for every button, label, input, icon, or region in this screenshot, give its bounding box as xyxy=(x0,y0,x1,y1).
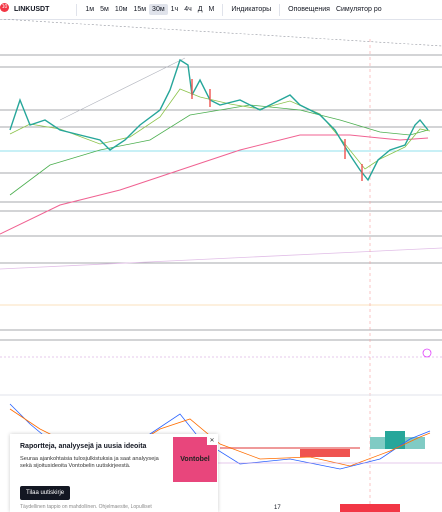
price-line xyxy=(9,58,429,182)
cursor-time-tag xyxy=(340,504,400,512)
symbol[interactable]: LINKUSDT xyxy=(14,6,50,13)
timeframe[interactable]: 1м xyxy=(85,6,95,13)
trend-line xyxy=(0,19,442,47)
separator xyxy=(279,3,281,16)
chart-area: 17 xyxy=(0,19,442,512)
alerts-button[interactable]: Оповещения xyxy=(288,6,330,13)
ma-slow xyxy=(0,134,429,235)
ad-text: Seuraa ajankohtaisia tulosjulkistuksia j… xyxy=(20,456,159,470)
timeframe[interactable]: 10м xyxy=(114,6,128,13)
ad-button[interactable]: Tilaa uutiskirje xyxy=(20,486,71,500)
separator xyxy=(76,3,78,16)
timeframe[interactable]: Д xyxy=(197,6,203,13)
macd-histogram xyxy=(220,431,425,457)
notification-badge[interactable]: 10 xyxy=(0,3,9,12)
trend-line xyxy=(59,57,186,121)
timeframe[interactable]: 5м xyxy=(100,6,109,13)
trend-line xyxy=(0,247,442,270)
alert-icon[interactable] xyxy=(422,348,432,358)
levels xyxy=(0,54,442,341)
separator xyxy=(222,3,224,16)
ad-title: Raportteja, analyysejä ja uusia ideoita xyxy=(20,443,147,450)
ad-popup: Raportteja, analyysejä ja uusia ideoita … xyxy=(10,434,218,512)
price-down xyxy=(191,79,363,181)
ma-fast xyxy=(9,88,431,170)
timeframe[interactable]: 15м xyxy=(133,6,147,13)
toolbar: 10 LINKUSDT 1м 5м 10м 15м 30м 1ч 4ч Д М … xyxy=(0,0,442,20)
ma-mid xyxy=(9,104,429,196)
time-label: 17 xyxy=(274,505,281,511)
timeframe[interactable]: М xyxy=(208,6,215,13)
simulator-button[interactable]: Симулятор ро xyxy=(335,6,382,13)
indicators-button[interactable]: Индикаторы xyxy=(231,6,272,13)
timeframe[interactable]: 30м xyxy=(149,4,168,15)
timeframe[interactable]: 1ч xyxy=(170,6,179,13)
timeframe[interactable]: 4ч xyxy=(184,6,192,13)
ad-close[interactable]: ✕ xyxy=(207,437,217,445)
ad-footer: Täydellinen tappio on mahdollinen. Ohjel… xyxy=(20,504,152,510)
